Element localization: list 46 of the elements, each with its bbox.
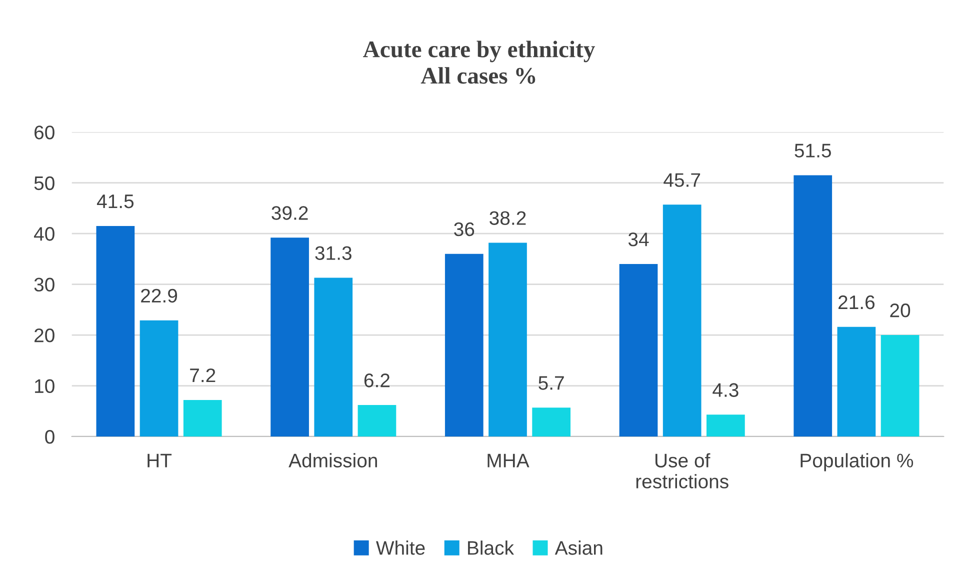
x-tick-label: Admission — [288, 453, 377, 468]
y-tick-label: 50 — [34, 176, 54, 190]
y-tick-label: 0 — [45, 430, 54, 444]
legend-label: White — [376, 540, 425, 555]
x-tick-label: Use of restrictions — [636, 453, 728, 488]
y-tick-label: 60 — [34, 126, 54, 140]
data-label: 6.2 — [364, 374, 390, 388]
bar — [444, 254, 484, 436]
data-label: 51.5 — [794, 144, 831, 158]
data-label: 20 — [890, 304, 910, 318]
y-tick-label: 40 — [34, 227, 54, 241]
bar — [488, 242, 527, 436]
data-label: 34 — [628, 232, 649, 246]
data-label: 31.3 — [315, 246, 352, 260]
bar — [314, 278, 353, 436]
bar — [532, 408, 571, 436]
bar — [619, 264, 658, 436]
bar — [358, 405, 396, 436]
data-label: 7.2 — [190, 368, 216, 382]
legend-label: Black — [468, 540, 514, 555]
x-tick-label: HT — [148, 454, 172, 468]
bar — [183, 400, 222, 436]
data-label: 21.6 — [838, 295, 875, 310]
data-label: 22.9 — [141, 288, 178, 303]
y-tick-label: 30 — [34, 278, 54, 292]
bar — [837, 326, 876, 436]
legend-label: Asian — [554, 540, 602, 555]
x-tick-label: MHA — [488, 454, 530, 468]
data-label: 38.2 — [490, 211, 526, 225]
bar — [662, 204, 702, 436]
chart-title: Acute care by ethnicity All cases % — [363, 40, 595, 84]
x-tick-label: Population % — [800, 453, 914, 472]
bar — [880, 335, 920, 436]
data-label: 5.7 — [538, 376, 564, 390]
data-label: 39.2 — [272, 206, 308, 220]
data-label: 45.7 — [664, 173, 700, 187]
bar — [140, 320, 178, 436]
y-tick-label: 10 — [35, 379, 54, 394]
data-label: 36 — [454, 222, 474, 236]
bar — [706, 414, 745, 436]
bar — [96, 226, 135, 436]
data-label: 4.3 — [712, 383, 738, 397]
y-tick-label: 20 — [34, 328, 54, 342]
bar — [270, 238, 309, 436]
data-label: 41.5 — [96, 194, 134, 208]
bar — [794, 175, 832, 436]
